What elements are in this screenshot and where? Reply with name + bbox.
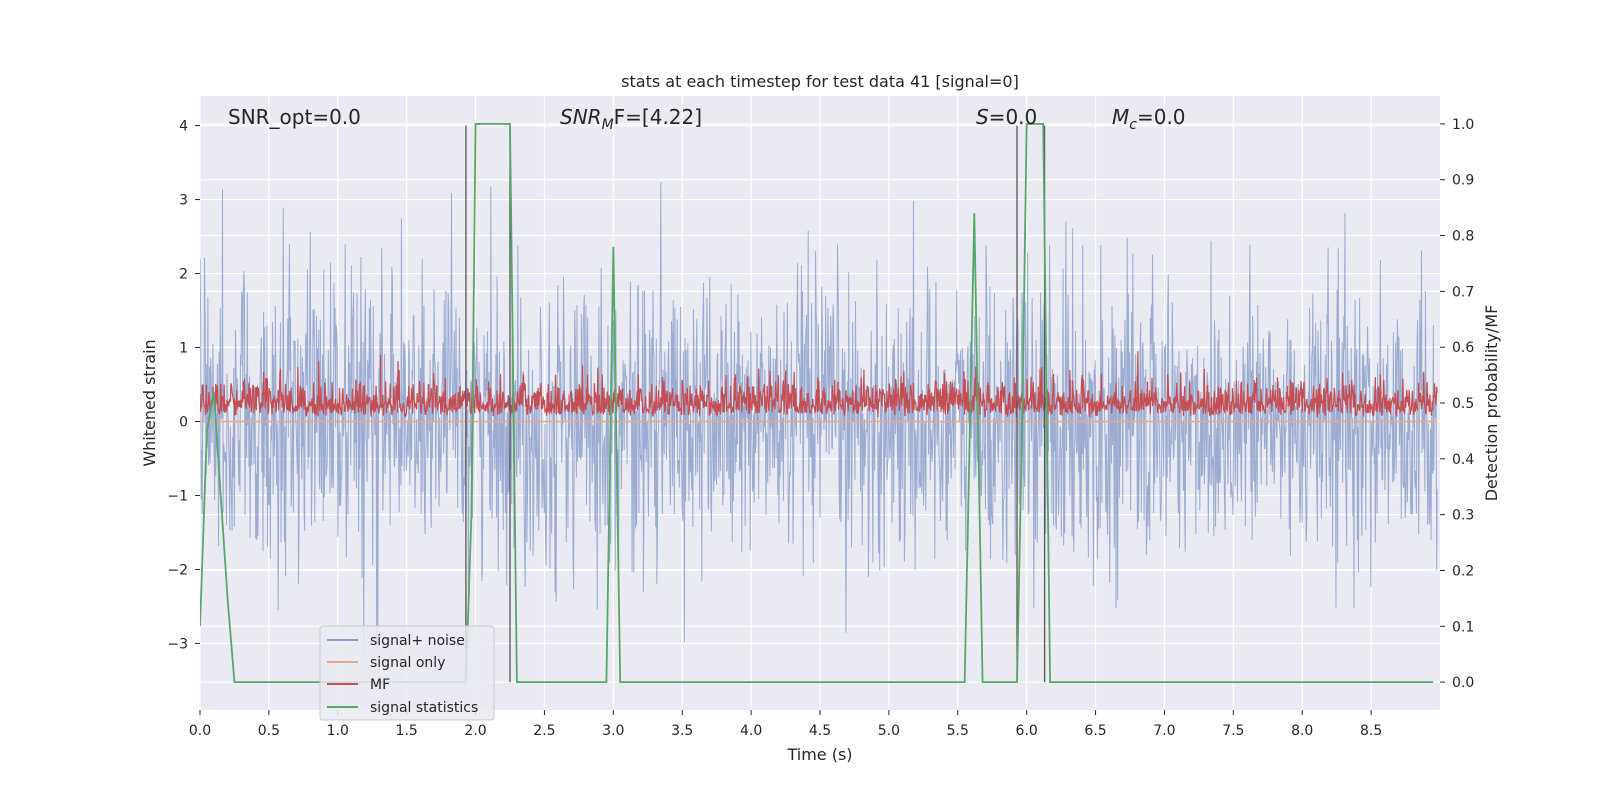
x-tick-label: 8.0: [1291, 723, 1313, 739]
x-tick-label: 8.5: [1360, 723, 1382, 739]
legend: signal+ noise signal only MF signal stat…: [319, 625, 495, 721]
series-mf: [200, 351, 1438, 418]
series-signal-statistics: [200, 123, 1434, 683]
y-tick-label-right: 0.2: [1452, 563, 1474, 579]
y-tick-label-right: 0.7: [1452, 284, 1474, 300]
legend-box: [319, 625, 495, 721]
x-tick-label: 6.0: [1016, 723, 1038, 739]
x-tick-label: 5.5: [947, 723, 969, 739]
x-tick-label: 7.0: [1153, 723, 1175, 739]
y-tick-label-right: 0.0: [1452, 675, 1474, 691]
y-tick-label-left: −1: [167, 488, 188, 504]
series-signal-noise: [200, 182, 1438, 658]
annotation-snr-opt: SNR_opt=0.0: [228, 105, 361, 129]
x-tick-label: 7.5: [1222, 723, 1244, 739]
y-tick-label-right: 0.9: [1452, 173, 1474, 189]
x-tick-label: 0.5: [258, 723, 280, 739]
legend-label-mf: MF: [370, 677, 390, 693]
y-tick-label-right: 0.8: [1452, 229, 1474, 245]
x-tick-label: 2.5: [533, 723, 555, 739]
annotation-snr-mf: SNRMF=[4.22]: [560, 105, 702, 133]
y-axis-label-left: Whitened strain: [140, 339, 159, 466]
x-tick-label: 5.0: [878, 723, 900, 739]
y-axis-label-right: Detection probability/MF: [1482, 305, 1501, 502]
y-tick-label-right: 0.4: [1452, 452, 1474, 468]
y-tick-label-left: 4: [179, 119, 188, 135]
x-tick-label: 4.5: [809, 723, 831, 739]
x-tick-label: 3.0: [602, 723, 624, 739]
annotation-s: S=0.0: [976, 105, 1037, 129]
y-tick-label-left: 0: [179, 414, 188, 430]
y-tick-label-right: 1.0: [1452, 117, 1474, 133]
x-tick-label: 1.5: [396, 723, 418, 739]
y-tick-label-left: −3: [167, 636, 188, 652]
chart-title: stats at each timestep for test data 41 …: [621, 72, 1019, 91]
x-tick-label: 3.5: [671, 723, 693, 739]
y-tick-label-right: 0.5: [1452, 396, 1474, 412]
x-tick-label: 1.0: [327, 723, 349, 739]
x-tick-label: 0.0: [189, 723, 211, 739]
y-tick-label-left: −2: [167, 562, 188, 578]
annotation-mc: Mc=0.0: [1112, 105, 1186, 133]
legend-label-signal-only: signal only: [370, 655, 445, 671]
legend-label-signal-noise: signal+ noise: [370, 633, 465, 649]
y-tick-label-right: 0.6: [1452, 340, 1474, 356]
x-axis-label: Time (s): [786, 745, 852, 764]
x-tick-label: 6.5: [1084, 723, 1106, 739]
vertical-markers: [465, 125, 1046, 683]
x-tick-label: 4.0: [740, 723, 762, 739]
y-tick-label-right: 0.1: [1452, 619, 1474, 635]
y-tick-label-left: 1: [179, 341, 188, 357]
plot-layer: [200, 123, 1438, 683]
y-tick-label-left: 2: [179, 267, 188, 283]
ticks: 0.0 0.5 1.0 1.5 2.0 2.5 3.0 3.5 4.0 4.5 5.0 5.5 6.0 6…: [167, 117, 1474, 739]
y-tick-label-right: 0.3: [1452, 508, 1474, 524]
x-tick-label: 2.0: [464, 723, 486, 739]
y-tick-label-left: 3: [179, 193, 188, 209]
legend-label-signal-statistics: signal statistics: [370, 700, 478, 716]
